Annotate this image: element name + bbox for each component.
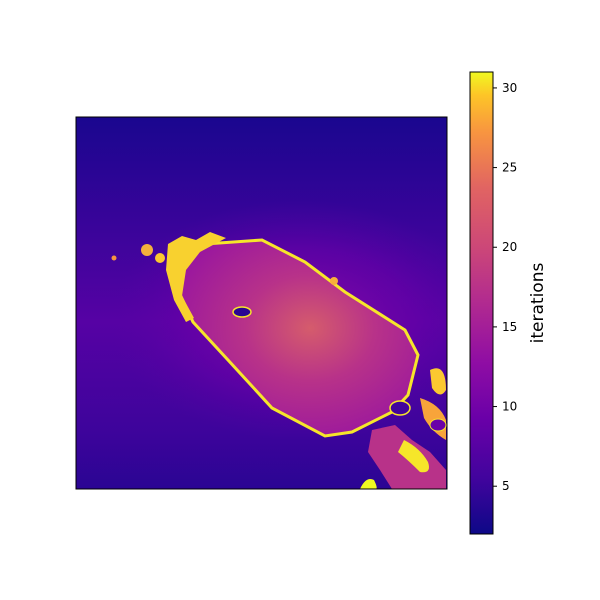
heatmap-hole — [389, 400, 411, 416]
heatmap-object-edge — [166, 232, 226, 322]
heatmap-debris — [330, 277, 338, 285]
colorbar-tick-label: 10 — [502, 400, 517, 414]
heatmap-frame — [75, 116, 448, 490]
colorbar-tick-label: 20 — [502, 240, 517, 254]
heatmap-hole — [429, 418, 447, 432]
colorbar-tick-label: 5 — [502, 479, 510, 493]
colorbar-tick-label: 25 — [502, 161, 517, 175]
colorbar-ticks: 5 10 15 20 25 30 — [493, 81, 517, 493]
heatmap-debris — [155, 253, 165, 263]
heatmap-debris-region — [398, 440, 429, 473]
heatmap-image — [76, 117, 447, 489]
heatmap-debris-region — [360, 479, 377, 489]
colorbar-label: iterations — [528, 263, 548, 344]
colorbar-tick-label: 15 — [502, 320, 517, 334]
colorbar-tick-label: 30 — [502, 81, 517, 95]
heatmap-debris — [141, 244, 153, 256]
colorbar: 5 10 15 20 25 30 iterations — [469, 71, 548, 535]
heatmap-debris-region — [430, 368, 446, 395]
heatmap-debris — [111, 255, 117, 261]
heatmap-hole — [232, 306, 252, 318]
colorbar-gradient — [469, 71, 494, 535]
